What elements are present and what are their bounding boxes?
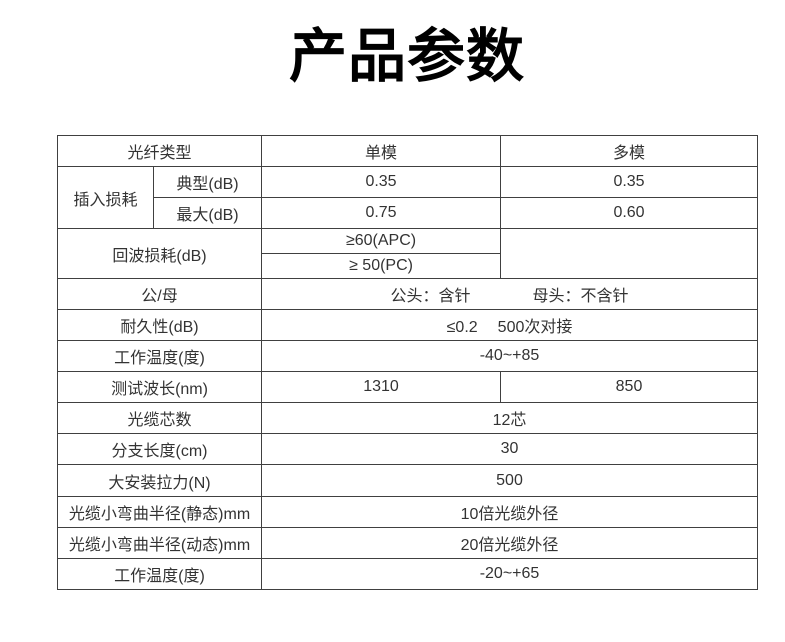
table-row-branch-length: 分支长度(cm) 30: [56, 433, 759, 466]
label-fiber-count: 光缆芯数: [56, 402, 263, 435]
value-gender-male: 公头：含针: [390, 287, 471, 305]
spec-table: 光纤类型 单模 多模 插入损耗 典型(dB) 0.35 0.35 最大(dB) …: [56, 134, 759, 591]
value-bend-radius-dynamic: 20倍光缆外径: [261, 526, 759, 559]
value-durability-cycles: 500次对接: [497, 318, 573, 336]
table-row-return-loss-apc: 回波损耗(dB) ≥60(APC): [56, 228, 759, 279]
table-row-gender: 公/母 公头：含针 母头：不含针: [56, 277, 759, 310]
header-fiber-type: 光纤类型: [56, 134, 263, 168]
value-insertion-loss-typical-multimode: 0.35: [500, 166, 759, 199]
value-branch-length: 30: [261, 433, 759, 466]
value-test-wavelength-singlemode: 1310: [261, 371, 502, 404]
label-test-wavelength: 测试波长(nm): [56, 371, 263, 404]
table-row-operating-temp: 工作温度(度) -40~+85: [56, 339, 759, 373]
value-operating-temp: -40~+85: [261, 339, 759, 373]
value-install-tension: 500: [261, 464, 759, 497]
label-bend-radius-static: 光缆小弯曲半径(静态)mm: [56, 495, 263, 528]
value-insertion-loss-typical-singlemode: 0.35: [261, 166, 502, 199]
value-return-loss-pc: ≥ 50(PC): [261, 253, 502, 279]
table-row-insertion-loss-max: 最大(dB) 0.75 0.60: [58, 197, 759, 230]
value-storage-temp: -20~+65: [261, 557, 759, 591]
value-durability-limit: ≤0.2: [446, 318, 478, 336]
label-insertion-loss: 插入损耗: [57, 166, 154, 230]
label-bend-radius-dynamic: 光缆小弯曲半径(动态)mm: [56, 526, 263, 559]
table-row-install-tension: 大安装拉力(N) 500: [56, 464, 759, 497]
label-insertion-loss-typical: 典型(dB): [152, 166, 263, 199]
table-row-bend-radius-static: 光缆小弯曲半径(静态)mm 10倍光缆外径: [56, 495, 759, 528]
table-row-return-loss-pc: ≥ 50(PC): [58, 253, 758, 279]
table-row-insertion-loss-typical: 插入损耗 典型(dB) 0.35 0.35: [57, 166, 759, 230]
table-row-header: 光纤类型 单模 多模: [56, 134, 759, 168]
table-row-fiber-count: 光缆芯数 12芯: [56, 402, 759, 435]
page-title: 产品参数: [288, 24, 525, 89]
header-singlemode: 单模: [261, 134, 502, 168]
value-return-loss-apc: ≥60(APC): [261, 228, 502, 255]
table-row-bend-radius-dynamic: 光缆小弯曲半径(动态)mm 20倍光缆外径: [56, 526, 759, 559]
label-durability: 耐久性(dB): [56, 308, 263, 341]
label-return-loss: 回波损耗(dB): [56, 228, 263, 279]
value-gender-female: 母头：不含针: [532, 287, 629, 305]
value-bend-radius-static: 10倍光缆外径: [261, 495, 759, 528]
value-return-loss-multimode: [500, 228, 759, 279]
value-fiber-count: 12芯: [261, 402, 759, 435]
label-insertion-loss-max: 最大(dB): [152, 197, 263, 230]
value-insertion-loss-max-multimode: 0.60: [500, 197, 759, 230]
label-branch-length: 分支长度(cm): [56, 433, 263, 466]
label-storage-temp: 工作温度(度): [56, 557, 263, 591]
header-multimode: 多模: [500, 134, 759, 168]
table-row-storage-temp: 工作温度(度) -20~+65: [56, 557, 759, 591]
table-row-durability: 耐久性(dB) ≤0.2 500次对接: [56, 308, 759, 341]
value-test-wavelength-multimode: 850: [500, 371, 759, 404]
table-row-test-wavelength: 测试波长(nm) 1310 850: [56, 371, 759, 404]
value-insertion-loss-max-singlemode: 0.75: [261, 197, 502, 230]
value-durability: ≤0.2 500次对接: [261, 308, 759, 341]
product-parameters-page: 产品参数 光纤类型 单模 多模 插入损耗 典型(dB) 0.35 0.35 最大…: [0, 28, 785, 642]
label-operating-temp: 工作温度(度): [56, 339, 263, 373]
label-install-tension: 大安装拉力(N): [56, 464, 263, 497]
value-gender: 公头：含针 母头：不含针: [261, 277, 759, 310]
label-gender: 公/母: [56, 277, 263, 310]
